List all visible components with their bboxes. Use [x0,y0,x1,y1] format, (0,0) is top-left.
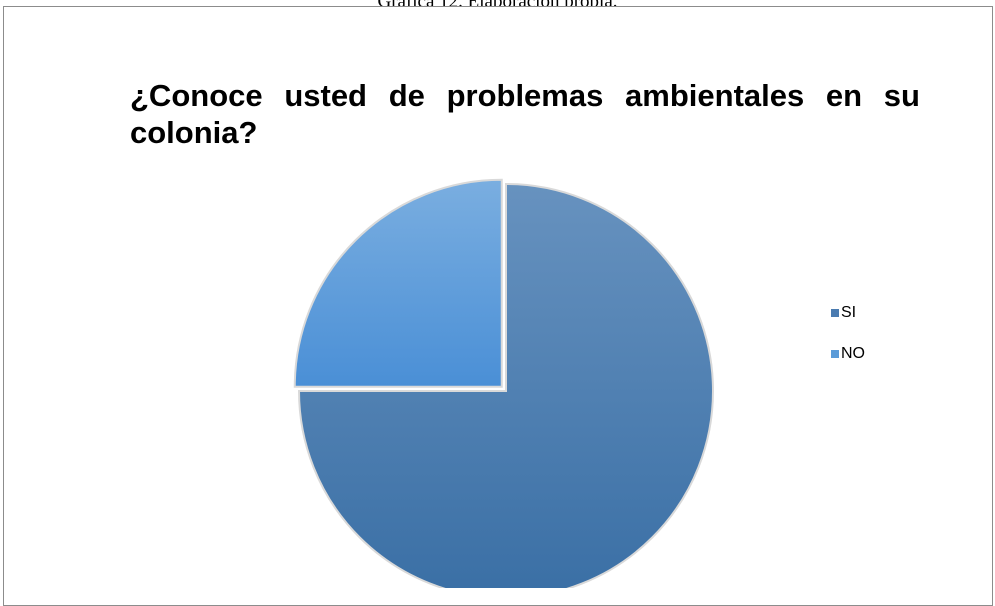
legend-label: SI [841,304,857,321]
legend-item-no: NO [831,343,865,365]
legend-swatch [831,309,839,317]
pie-slice-no [293,178,503,388]
legend-label: NO [841,345,865,362]
chart-title: ¿Conoce usted de problemas ambientales e… [130,78,920,150]
legend-swatch [831,350,839,358]
legend-item-si: SI [831,302,865,324]
pie-slice-si [297,182,714,588]
chart-legend: SI NO [831,302,865,384]
pie-chart [293,178,714,588]
